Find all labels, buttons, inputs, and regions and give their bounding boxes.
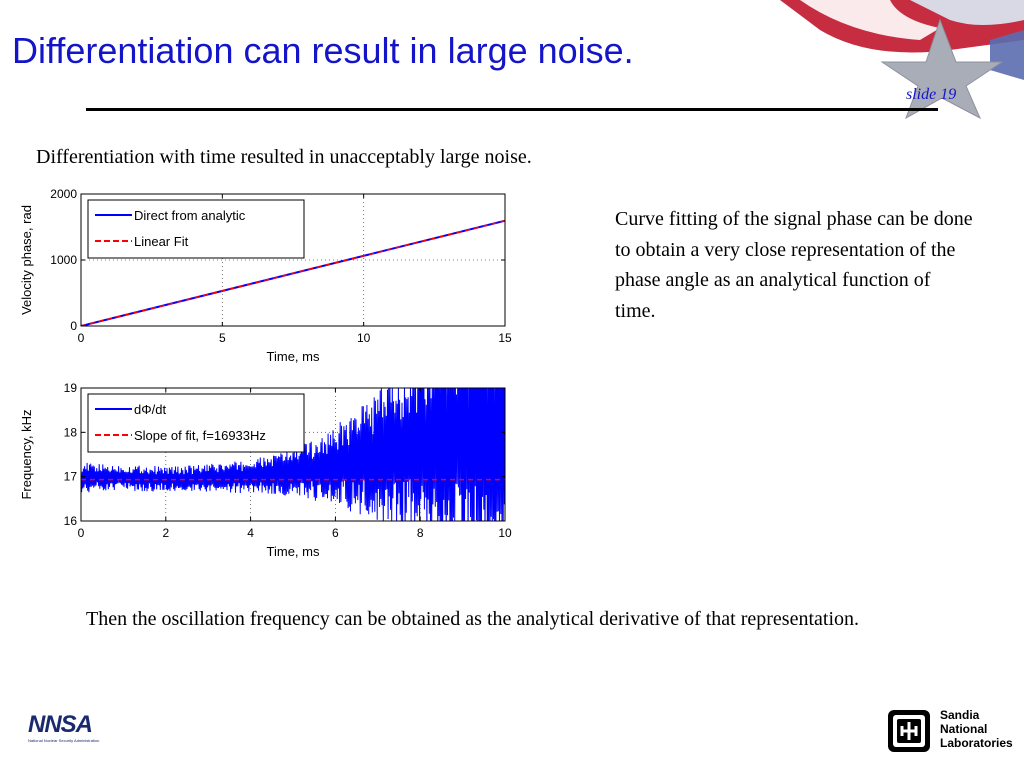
intro-text: Differentiation with time resulted in un…: [36, 146, 532, 168]
sandia-line1: Sandia: [940, 708, 980, 722]
legend-box: [87, 199, 305, 259]
y-tick-label: 19: [64, 381, 78, 395]
legend-box: [87, 393, 305, 453]
plot-frame: [80, 387, 506, 522]
legend-entry: Linear Fit: [134, 234, 189, 249]
series-line-0: [81, 388, 505, 521]
charts-figure: 0 5 10 15 0 1000 2000 Time, ms Velocity phase, r…: [19, 187, 512, 559]
x-tick-label: 4: [247, 526, 254, 540]
x-tick-label: 5: [219, 331, 226, 345]
legend-entry: dΦ/dt: [134, 402, 166, 417]
sandia-line2: National: [940, 722, 988, 736]
x-tick-label: 0: [78, 526, 85, 540]
y-axis-label: Velocity phase, rad: [19, 205, 34, 315]
sandia-line3: Laboratories: [940, 736, 1013, 750]
sandia-thunderbird-icon: [888, 710, 930, 752]
legend-entry: Direct from analytic: [134, 208, 246, 223]
flag-star-decoration: [780, 0, 1024, 120]
bottom-paragraph: Then the oscillation frequency can be ob…: [86, 608, 860, 630]
legend-entry: Slope of fit, f=16933Hz: [134, 428, 266, 443]
x-tick-label: 0: [78, 331, 85, 345]
x-tick-label: 10: [498, 526, 512, 540]
slide-number: slide 19: [906, 86, 957, 103]
slide-title: Differentiation can result in large nois…: [12, 30, 634, 71]
y-axis-label: Frequency, kHz: [19, 409, 34, 499]
x-tick-label: 15: [498, 331, 512, 345]
nnsa-logo-letters: NNSA: [28, 711, 93, 738]
side-paragraph: Curve fitting of the signal phase can be…: [615, 208, 973, 322]
sandia-logo: Sandia National Laboratories: [888, 708, 1018, 756]
x-tick-label: 2: [162, 526, 169, 540]
y-tick-label: 2000: [50, 187, 77, 201]
series-line-1: [81, 219, 505, 326]
x-axis-label: Time, ms: [267, 349, 320, 364]
x-tick-label: 10: [357, 331, 371, 345]
x-tick-label: 6: [332, 526, 339, 540]
y-tick-label: 1000: [50, 253, 77, 267]
nnsa-logo-caption: National Nuclear Security Administration: [28, 738, 100, 743]
y-tick-label: 16: [64, 514, 78, 528]
y-tick-label: 18: [64, 425, 78, 439]
y-tick-label: 0: [70, 319, 77, 333]
x-tick-label: 8: [417, 526, 424, 540]
title-divider: [86, 108, 938, 111]
y-tick-label: 17: [64, 470, 78, 484]
x-axis-label: Time, ms: [267, 544, 320, 559]
nnsa-logo: NNSA National Nuclear Security Administr…: [28, 712, 158, 748]
